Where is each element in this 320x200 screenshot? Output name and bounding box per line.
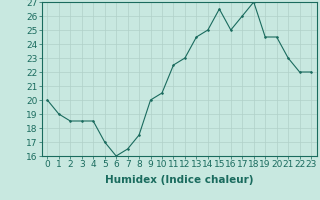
X-axis label: Humidex (Indice chaleur): Humidex (Indice chaleur) [105,175,253,185]
